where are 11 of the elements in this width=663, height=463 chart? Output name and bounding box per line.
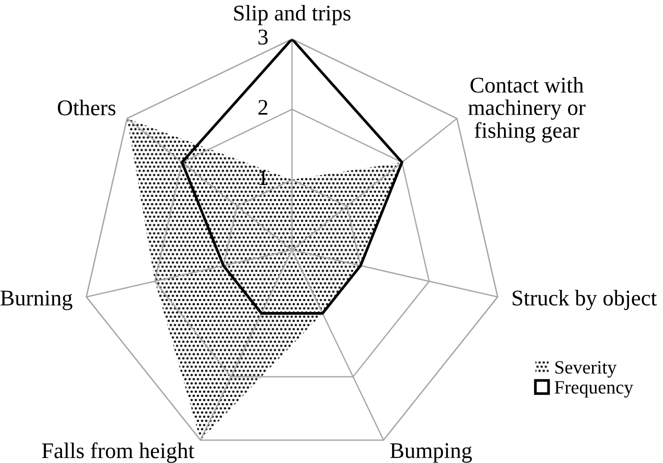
spoke-label: Burning bbox=[0, 290, 72, 310]
spoke-label: Struck by object bbox=[512, 290, 657, 310]
spoke-label: Falls from height bbox=[42, 442, 194, 463]
legend-label: Frequency bbox=[554, 381, 634, 398]
y-tick-label: 3 bbox=[258, 30, 268, 45]
spoke-label: Bumping bbox=[390, 443, 472, 463]
spoke-label: Contact with machinery or fishing gear bbox=[468, 77, 586, 143]
y-tick-label: 2 bbox=[258, 100, 268, 115]
legend-label: Severity bbox=[555, 361, 617, 378]
spoke-label: Others bbox=[58, 100, 116, 116]
spoke-label: Slip and trips bbox=[234, 4, 350, 26]
